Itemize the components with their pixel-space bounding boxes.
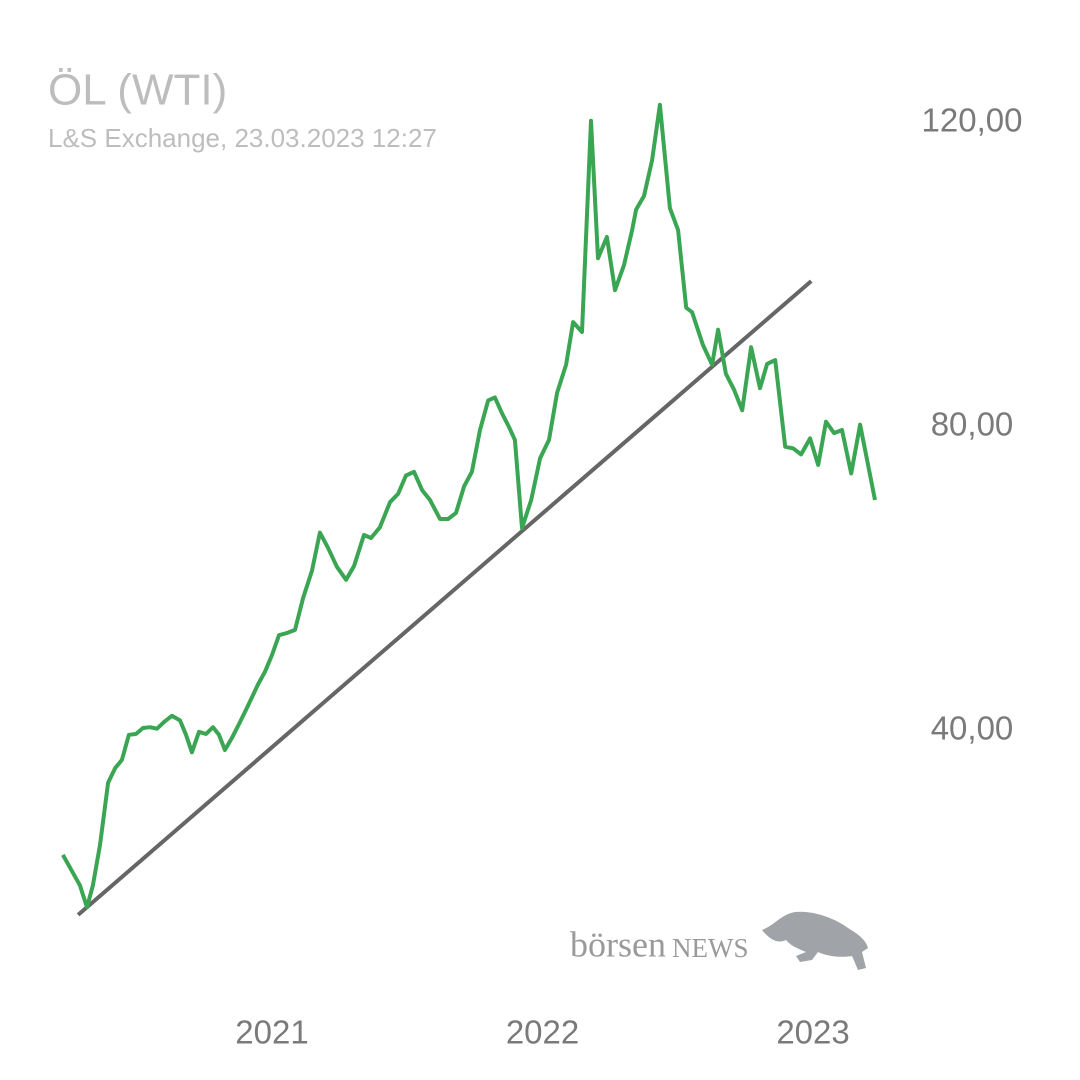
watermark: börsen NEWS [570,911,868,970]
watermark-text: NEWS [672,933,749,963]
trend-line [76,279,813,917]
x-tick-label: 2022 [506,1014,579,1051]
chart-title: ÖL (WTI) [48,66,227,115]
x-tick-label: 2023 [776,1014,849,1051]
chart-subtitle: L&S Exchange, 23.03.2023 12:27 [48,123,437,153]
watermark-bull [762,911,868,970]
y-tick-label: 120,00 [922,102,1023,139]
watermark-text: börsen [570,924,666,964]
y-tick-label: 80,00 [931,406,1014,443]
price-line [61,102,877,910]
x-tick-label: 2021 [235,1014,308,1051]
y-tick-label: 40,00 [931,710,1014,747]
